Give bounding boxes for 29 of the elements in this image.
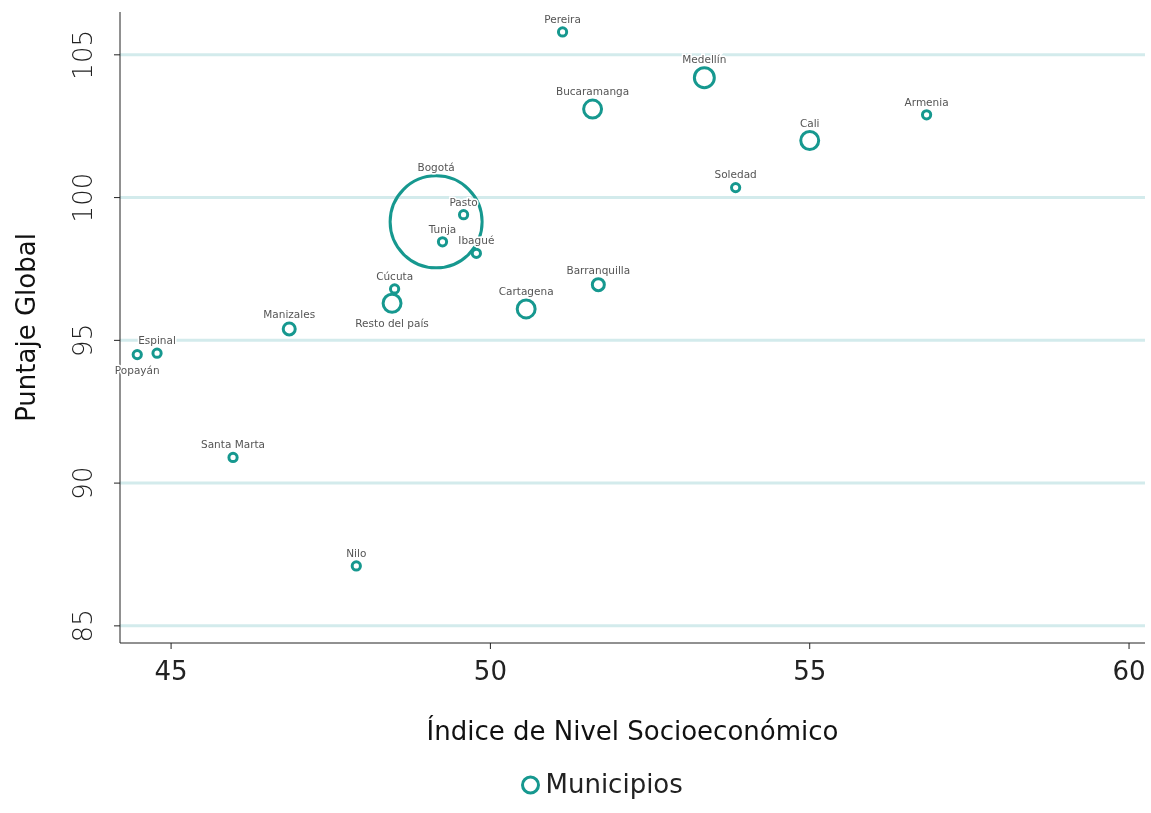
data-label: Bucaramanga — [555, 85, 630, 98]
data-label: Medellín — [682, 52, 727, 65]
data-label: Soledad — [714, 168, 757, 181]
y-tick-label: 95 — [68, 323, 98, 357]
data-label: Resto del país — [355, 317, 429, 330]
y-tick-label: 85 — [68, 609, 98, 643]
data-label: Tunja — [427, 222, 457, 235]
y-tick-label: 105 — [68, 30, 98, 80]
data-label: Barranquilla — [566, 263, 631, 276]
data-label: Cali — [799, 116, 820, 129]
data-label: Pasto — [449, 195, 478, 208]
data-label: Cúcuta — [376, 269, 414, 282]
y-axis-title: Puntaje Global — [11, 233, 41, 422]
x-tick-label: 50 — [473, 656, 507, 686]
y-tick-label: 90 — [68, 466, 98, 500]
x-tick-label: 60 — [1112, 656, 1146, 686]
x-axis-title: Índice de Nivel Socioeconómico — [426, 715, 839, 746]
data-label: Nilo — [346, 546, 367, 559]
x-tick-label: 45 — [154, 656, 188, 686]
data-label: Bogotá — [417, 160, 455, 173]
data-label: Armenia — [904, 95, 949, 108]
legend-label: Municipios — [545, 769, 683, 799]
y-tick-label: 100 — [68, 172, 98, 223]
x-tick-label: 55 — [793, 656, 827, 686]
data-label: Manizales — [263, 307, 316, 320]
data-label: Cartagena — [498, 284, 554, 297]
data-label: Santa Marta — [201, 438, 266, 451]
data-label: Pereira — [544, 12, 581, 25]
data-label: Espinal — [138, 334, 176, 347]
